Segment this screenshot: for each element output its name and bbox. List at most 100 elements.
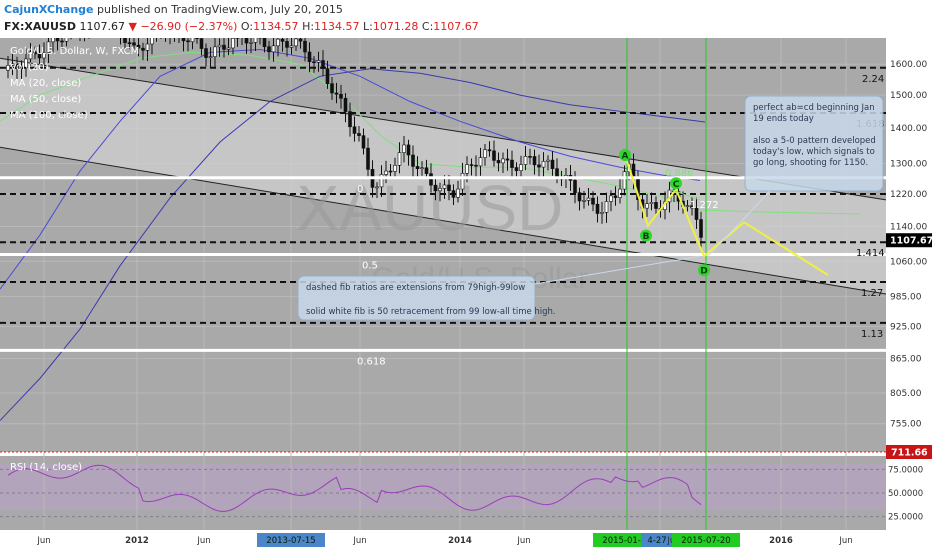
candle-body: [271, 45, 276, 53]
candle-body: [348, 111, 352, 128]
rsi-line: [7, 464, 702, 512]
candle-body: [199, 38, 204, 49]
candle-body: [510, 159, 514, 168]
x-tick-label: Jun: [196, 536, 210, 546]
candle-body: [384, 170, 388, 175]
note-line: dashed fib ratios are extensions from 79…: [306, 283, 525, 293]
candle-body: [654, 202, 658, 209]
x-tick-label: 2015-01-19: [602, 536, 651, 546]
candle-body: [613, 195, 618, 198]
low-label: L:: [363, 20, 373, 33]
candle-body: [343, 97, 348, 112]
y-tick-label: 1300.00: [890, 160, 927, 170]
candle-body: [361, 135, 366, 149]
candle-body: [204, 48, 208, 58]
y-tick-label: 1400.00: [890, 124, 927, 134]
candle-body: [289, 45, 294, 48]
chart-canvas[interactable]: XAUUSDGold/U.S. Dollar2.241.6181.4141.27…: [0, 38, 932, 550]
candle-body: [64, 38, 69, 42]
candle-body: [307, 51, 312, 63]
candle-body: [685, 205, 690, 207]
candle-body: [447, 184, 451, 191]
candle-body: [262, 38, 267, 48]
last-price-label: 1107.67: [890, 236, 932, 247]
trend-channel: [0, 58, 886, 294]
candle-body: [15, 63, 19, 69]
abcd-pattern-line: [626, 160, 705, 257]
rsi-tick-label: 50.0000: [888, 489, 923, 499]
candle-body: [195, 38, 199, 39]
note-box: [744, 95, 884, 192]
author-link[interactable]: CajunXChange: [4, 3, 94, 16]
candle-body: [528, 156, 532, 158]
fib-label: 1.13: [861, 329, 883, 340]
candle-body: [465, 164, 469, 174]
candle-body: [226, 47, 231, 50]
candle-body: [136, 44, 141, 49]
candle-body: [573, 180, 577, 193]
candle-body: [181, 38, 186, 42]
y-tick-label: 805.00: [890, 389, 922, 399]
candle-body: [294, 38, 298, 47]
candle-body: [496, 160, 501, 164]
change-value: −26.90 (−2.37%): [140, 20, 238, 33]
candle-body: [379, 174, 384, 188]
candle-body: [55, 38, 60, 42]
last-price-tag: [886, 233, 932, 248]
candle-body: [276, 38, 280, 47]
candle-body: [325, 68, 330, 84]
candle-body: [541, 161, 546, 168]
legend-item: MA (20, close): [10, 78, 81, 89]
ma-100-line: [0, 68, 706, 421]
pattern-point-label: B: [643, 232, 650, 242]
pattern-point-c-marker: [670, 177, 682, 190]
rsi-band: [0, 464, 886, 510]
candle-body: [456, 188, 460, 198]
candle-body: [420, 167, 424, 170]
y-tick-label: 925.00: [890, 322, 922, 332]
candle-body: [6, 65, 10, 71]
x-tick-label: 2015-07-20: [681, 536, 730, 546]
note-line: go long, shooting for 1150.: [753, 158, 868, 168]
close-value: 1107.67: [433, 20, 479, 33]
candle-body: [699, 219, 703, 238]
x-tick-label: 2013-07-15: [266, 536, 315, 546]
high-label: H:: [302, 20, 315, 33]
candle-body: [208, 56, 213, 58]
y-tick-label: 865.00: [890, 355, 922, 365]
candle-body: [501, 158, 505, 164]
rsi-tick-label: 75.0000: [888, 465, 923, 475]
candle-body: [217, 44, 222, 48]
candle-body: [330, 83, 334, 94]
y-tick-label: 1220.00: [890, 190, 927, 200]
candle-body: [366, 147, 370, 170]
candle-body: [339, 93, 343, 99]
x-tick-label: Jun: [838, 536, 852, 546]
note-pointer: [534, 255, 701, 285]
support-price-label: 711.66: [891, 448, 928, 459]
candle-body: [60, 40, 64, 43]
candle-body: [285, 41, 289, 48]
low-value: 1071.28: [372, 20, 419, 33]
candle-body: [123, 38, 127, 43]
last-price: 1107.67: [79, 20, 125, 33]
candle-body: [267, 46, 271, 53]
candle-body: [604, 201, 609, 213]
candle-body: [298, 38, 303, 42]
y-tick-label: 1500.00: [890, 91, 927, 101]
candle-body: [33, 51, 37, 55]
candle-body: [582, 200, 586, 202]
candle-body: [397, 152, 402, 166]
candle-body: [145, 43, 150, 51]
projection-line: [703, 221, 829, 276]
rsi-tick-label: 25.0000: [888, 513, 923, 523]
candle-body: [10, 63, 15, 66]
symbol-label: FX:XAUUSD: [4, 20, 76, 33]
candle-body: [532, 156, 537, 166]
candle-body: [244, 38, 249, 44]
pattern-point-a-marker: [619, 149, 631, 162]
x-tick-label: 4-27: [647, 536, 666, 546]
candle-body: [438, 188, 442, 192]
candle-body: [334, 92, 339, 95]
candle-body: [442, 184, 447, 189]
